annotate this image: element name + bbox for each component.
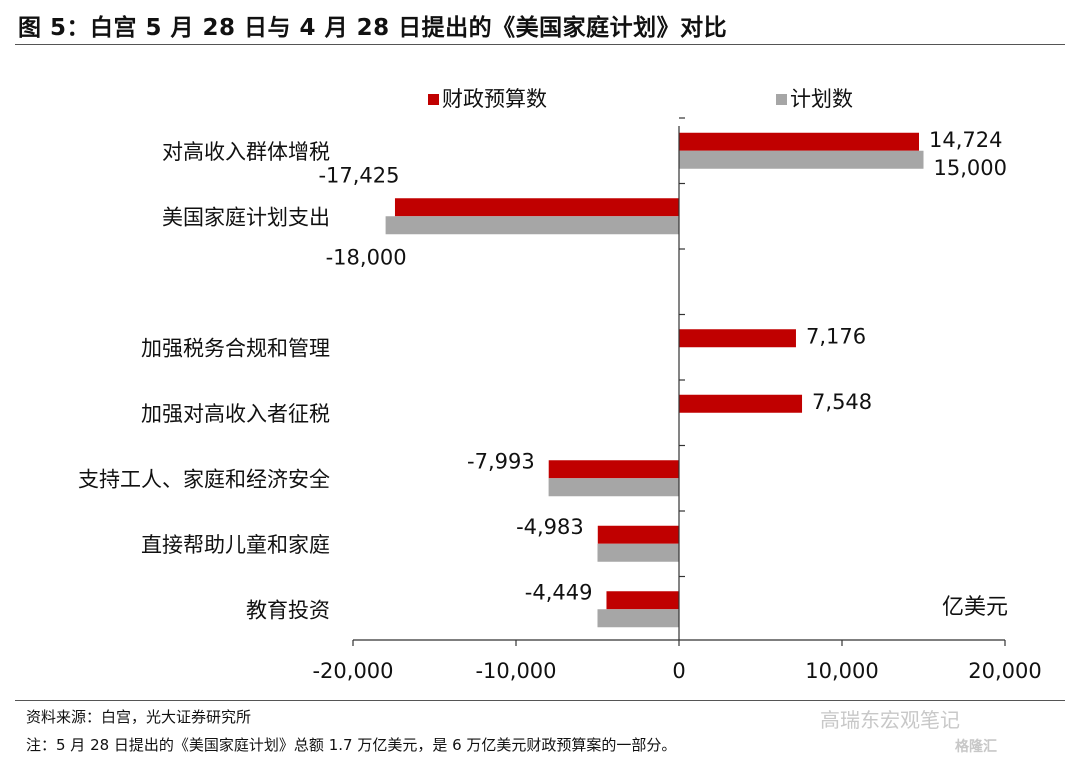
- unit-label: 亿美元: [942, 595, 1008, 620]
- bar-plan: [548, 478, 679, 497]
- category-label: 美国家庭计划支出: [162, 205, 330, 229]
- legend-label-1: 计划数: [790, 87, 853, 111]
- legend-label-0: 财政预算数: [442, 87, 547, 111]
- category-label: 加强对高收入者征税: [141, 402, 330, 426]
- bar-budget: [606, 591, 679, 610]
- data-label: 7,548: [812, 390, 872, 414]
- data-label: -4,983: [516, 515, 584, 539]
- bars: [385, 132, 924, 628]
- bar-budget: [548, 460, 679, 479]
- data-label: -7,993: [467, 449, 535, 473]
- labels: 对高收入群体增税 14,724 15,000 美国家庭计划支出 -17,425 -18,0…: [78, 128, 1007, 623]
- data-label: 7,176: [806, 324, 866, 348]
- data-label: -17,425: [318, 163, 399, 187]
- bar-budget: [679, 132, 920, 151]
- legend: 财政预算数 计划数: [428, 87, 853, 111]
- source-note: 资料来源：白宫，光大证券研究所: [26, 708, 252, 726]
- x-tick-label: -20,000: [312, 659, 393, 683]
- axes: -20,000 -10,000 0 10,000 20,000 亿美元: [312, 117, 1042, 683]
- footnote: 注：5 月 28 日提出的《美国家庭计划》总额 1.7 万亿美元，是 6 万亿美…: [26, 736, 677, 754]
- bar-plan: [385, 216, 679, 235]
- x-tick-label: 10,000: [805, 659, 878, 683]
- legend-swatch-1: [776, 94, 787, 105]
- bar-budget: [679, 394, 803, 413]
- data-label: 15,000: [934, 156, 1007, 180]
- watermark-text: 高瑞东宏观笔记: [820, 708, 960, 732]
- x-tick-label: 0: [672, 659, 685, 683]
- bar-plan: [679, 150, 924, 169]
- bar-plan: [597, 609, 679, 628]
- data-label: -4,449: [525, 580, 593, 604]
- bar-budget: [597, 525, 679, 544]
- data-label: -18,000: [326, 245, 407, 269]
- footer-rule: [15, 700, 1065, 701]
- category-label: 教育投资: [246, 598, 330, 622]
- bar-chart: 财政预算数 计划数 -20,000 -10,000 0 10,000 20,000亿美元 …: [78, 87, 1042, 683]
- bar-budget: [679, 329, 796, 348]
- category-label: 对高收入群体增税: [162, 140, 330, 164]
- data-label: 14,724: [929, 128, 1002, 152]
- category-label: 支持工人、家庭和经济安全: [78, 467, 330, 491]
- figure-title: 图 5：白宫 5 月 28 日与 4 月 28 日提出的《美国家庭计划》对比: [18, 15, 728, 41]
- watermark-logo-text: 格隆汇: [955, 739, 997, 755]
- bar-plan: [597, 543, 679, 562]
- bar-budget: [394, 198, 679, 217]
- title-rule: [15, 44, 1065, 45]
- category-label: 直接帮助儿童和家庭: [141, 533, 330, 557]
- x-tick-label: -10,000: [475, 659, 556, 683]
- x-tick-label: 20,000: [968, 659, 1041, 683]
- category-label: 加强税务合规和管理: [141, 336, 330, 360]
- legend-swatch-0: [428, 94, 439, 105]
